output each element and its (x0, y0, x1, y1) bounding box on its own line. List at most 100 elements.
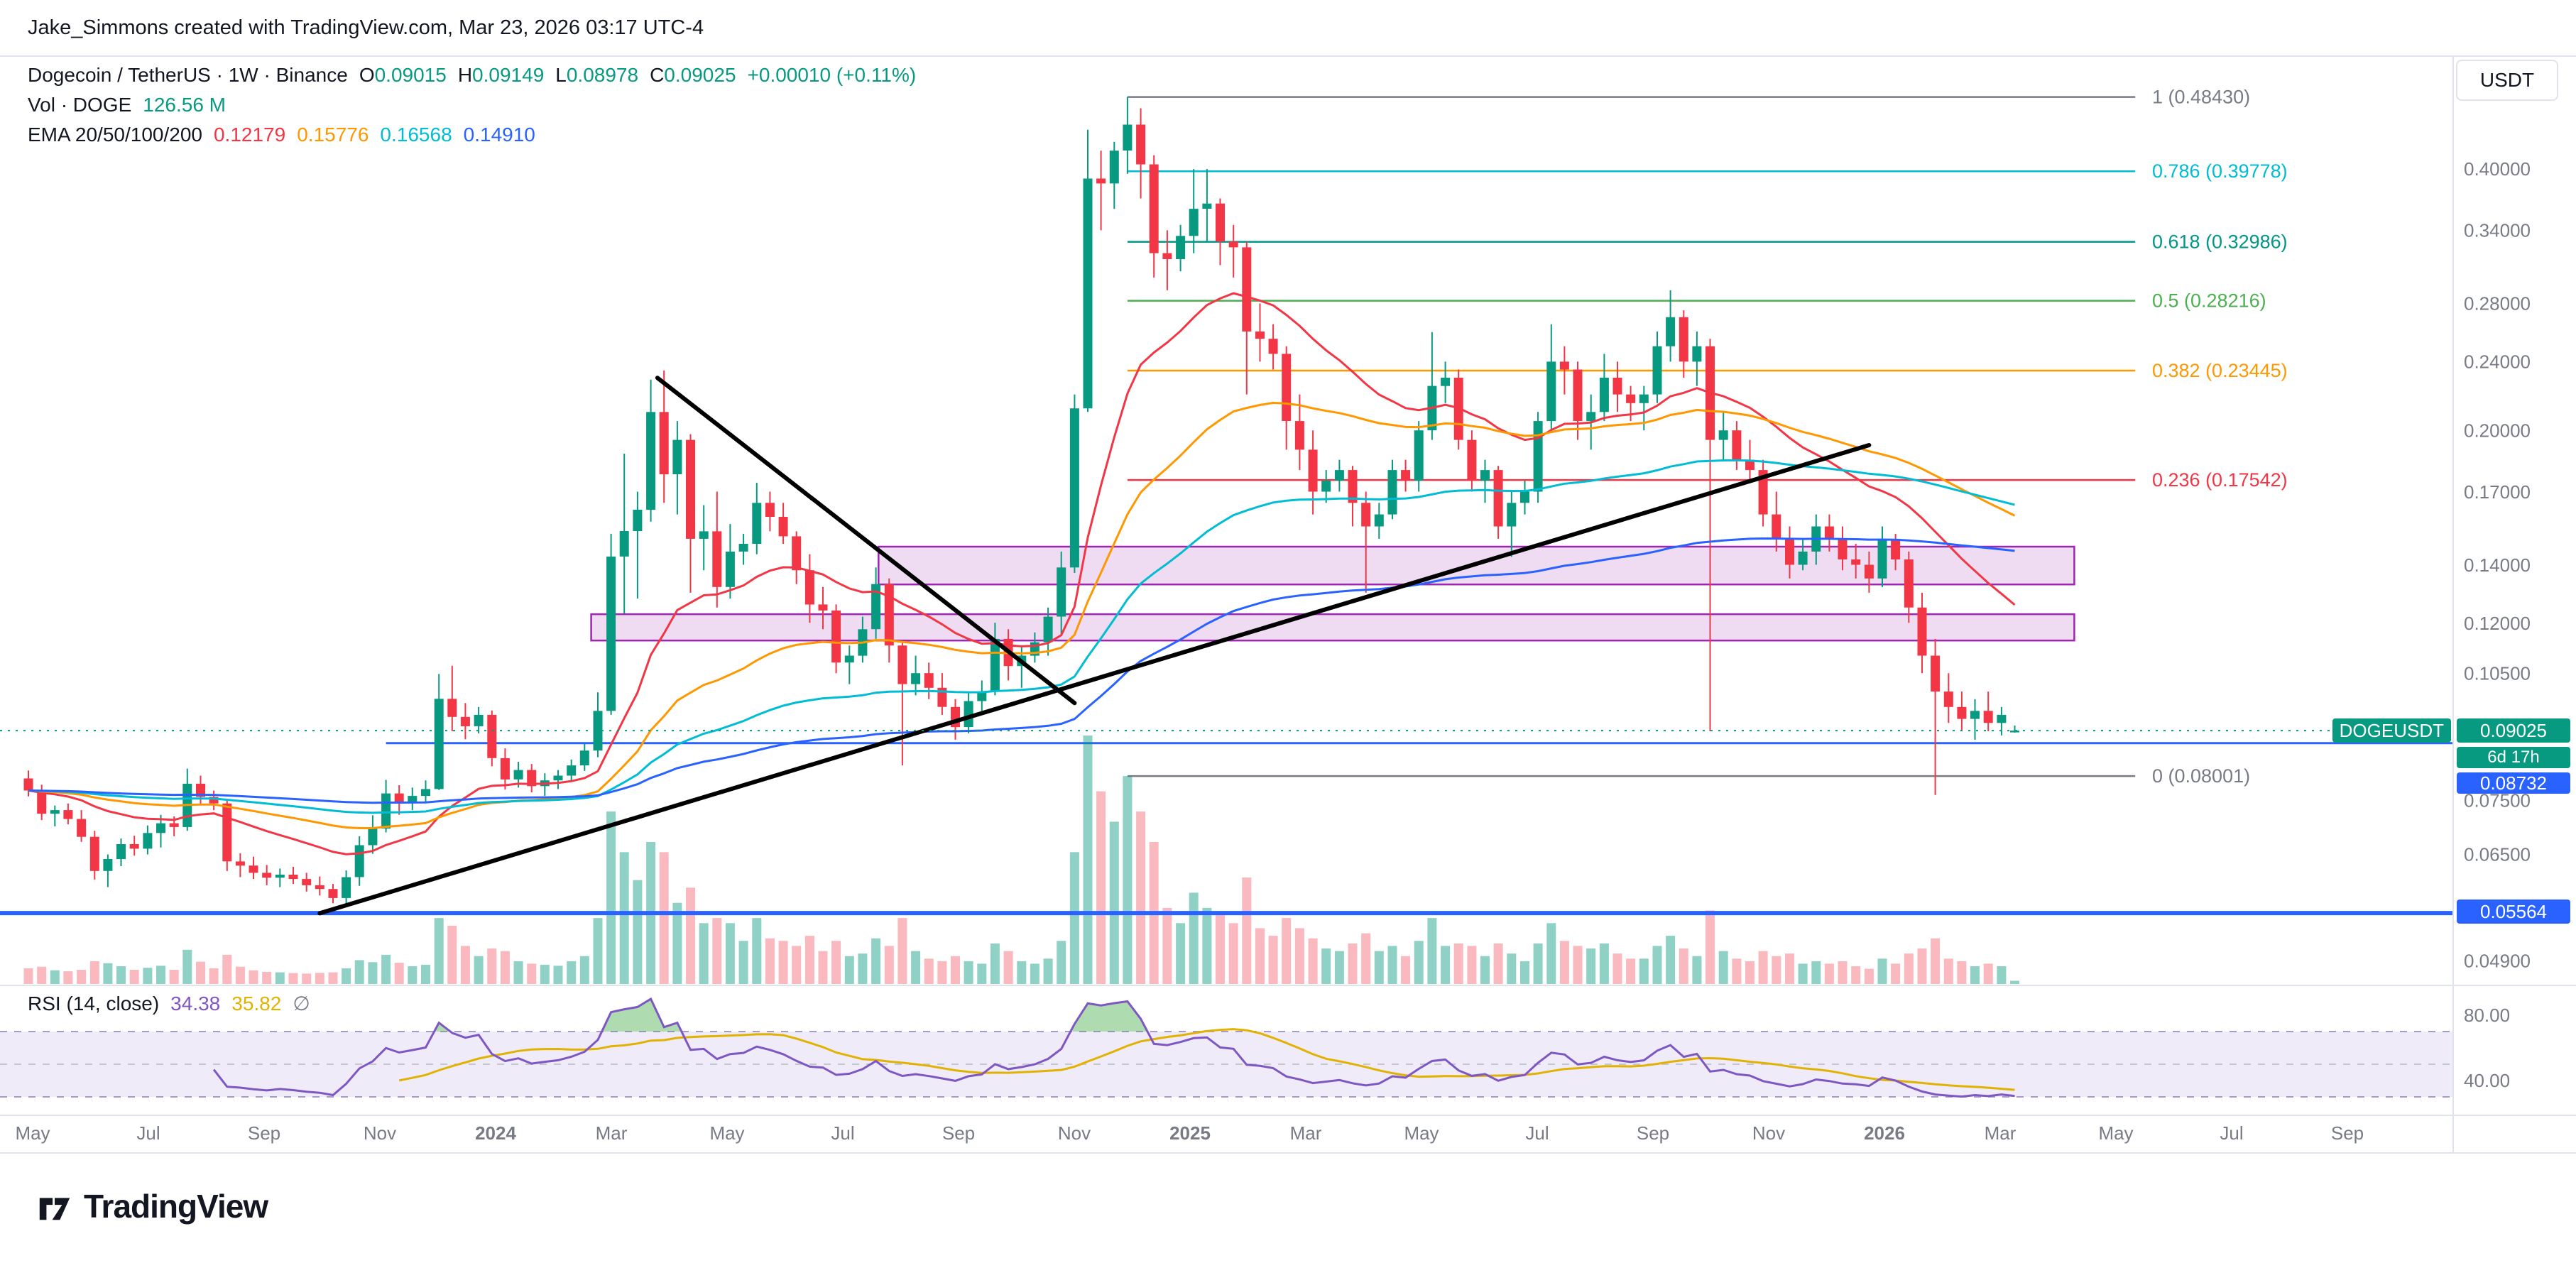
rsi-tick-label: 40.00 (2464, 1070, 2510, 1091)
volume-bar (633, 880, 643, 984)
candle-body (1096, 178, 1106, 184)
time-axis-label: Mar (1290, 1122, 1322, 1144)
volume-bar (1189, 892, 1199, 984)
candle-body (1294, 421, 1304, 450)
candle-body (659, 412, 669, 475)
candle-body (408, 796, 417, 803)
volume-bar (804, 936, 814, 984)
volume-bar (579, 956, 589, 984)
volume-bar (50, 970, 60, 984)
candle-body (924, 673, 934, 688)
volume-bar (1666, 936, 1676, 984)
volume-bar (738, 941, 748, 984)
candle-body (275, 875, 285, 878)
volume-bar (1612, 953, 1622, 984)
volume-bar (182, 949, 192, 984)
candle-body (844, 655, 854, 663)
volume-bar (1772, 956, 1781, 984)
volume-bar (1282, 918, 1292, 984)
volume-bar (1785, 953, 1794, 984)
candle-body (37, 790, 47, 814)
volume-bar (63, 971, 73, 984)
volume-bar (368, 962, 378, 984)
volume-bar (196, 961, 205, 984)
candle-body (1970, 711, 1980, 719)
candle-body (1441, 378, 1451, 386)
volume-bar (884, 946, 894, 984)
volume-bar (1705, 910, 1715, 984)
price-tick-label: 0.24000 (2464, 351, 2531, 373)
volume-bar (778, 941, 788, 984)
candle-body (792, 536, 802, 571)
volume-bar (275, 972, 285, 984)
volume-bar (1718, 951, 1728, 984)
volume-bar (1652, 946, 1662, 984)
volume-bar (1983, 963, 1993, 984)
tradingview-footer[interactable]: TradingView (36, 1187, 268, 1225)
time-axis-label: Nov (364, 1122, 396, 1144)
candle-body (103, 859, 113, 871)
volume-bar (1414, 941, 1424, 984)
candle-body (434, 699, 444, 789)
volume-bar (1374, 951, 1384, 984)
volume-bar (593, 918, 603, 984)
price-tick-label: 0.34000 (2464, 220, 2531, 241)
volume-bar (699, 923, 709, 984)
candle-body (1864, 564, 1874, 579)
candle-body (77, 819, 87, 837)
candle-body (1679, 317, 1688, 362)
candle-body (1334, 470, 1344, 481)
candle-body (262, 873, 272, 878)
trendline (317, 443, 1872, 916)
volume-bar (249, 970, 258, 984)
rsi-label: RSI (14, close) (28, 993, 160, 1015)
candle-body (1149, 164, 1159, 253)
candle-body (196, 783, 205, 797)
attribution-text: Jake_Simmons created with TradingView.co… (28, 16, 704, 39)
symbol-price-label: DOGEUSDT (2332, 718, 2451, 743)
candle-body (474, 714, 484, 726)
ema50-value: 0.15776 (297, 124, 369, 146)
volume-bar (1057, 941, 1066, 984)
volume-bar (381, 954, 391, 984)
candle-body (368, 829, 378, 846)
volume-bar (1811, 961, 1821, 984)
candle-body (315, 885, 324, 890)
volume-bar (169, 970, 179, 984)
volume-bar (1348, 943, 1358, 984)
volume-bar (686, 887, 695, 984)
candle-body (593, 711, 603, 751)
candle-body (1983, 711, 1993, 723)
volume-bar (1176, 923, 1186, 984)
candle-body (1917, 607, 1927, 656)
candle-body (89, 836, 99, 871)
candle-body (222, 803, 232, 862)
candle-body (1387, 470, 1397, 515)
ema-line-200 (28, 537, 2015, 804)
volume-bar (553, 966, 563, 984)
volume-bar (1043, 958, 1053, 984)
currency-button[interactable]: USDT (2456, 60, 2558, 101)
candle-body (50, 810, 60, 814)
time-axis-label: Jul (136, 1122, 160, 1144)
volume-bar (1467, 946, 1477, 984)
volume-bar (1427, 918, 1437, 984)
candle-body (1758, 470, 1768, 515)
symbol-legend: Dogecoin / TetherUS · 1W · Binance O0.09… (28, 64, 916, 87)
volume-bar (1453, 943, 1463, 984)
candle-body (752, 503, 762, 544)
price-tick-label: 0.14000 (2464, 554, 2531, 576)
candle-body (1176, 236, 1186, 259)
candle-body (1798, 551, 1808, 565)
price-change: +0.00010 (+0.11%) (747, 64, 917, 86)
volume-bar (302, 973, 312, 984)
rsi-pane[interactable] (0, 997, 2453, 1098)
volume-bar (1493, 943, 1503, 984)
candle-body (1573, 369, 1583, 421)
volume-bar (1931, 938, 1941, 984)
candle-body (129, 844, 139, 849)
volume-bar (1997, 966, 2007, 984)
volume-bar (1162, 907, 1172, 984)
price-pane[interactable] (0, 96, 2453, 984)
